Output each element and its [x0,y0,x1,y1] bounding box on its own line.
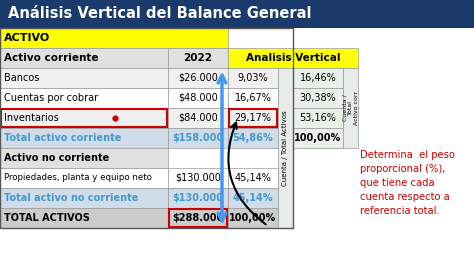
Bar [228,128,278,148]
Bar [0,168,168,188]
Text: 53,16%: 53,16% [300,113,337,123]
Text: 100,00%: 100,00% [229,213,277,223]
Text: 54,86%: 54,86% [233,133,273,143]
Text: $48.000: $48.000 [178,93,218,103]
Bar [228,188,278,208]
Bar [168,128,228,148]
Bar [229,109,277,127]
Bar [168,208,228,228]
Text: 9,03%: 9,03% [237,73,268,83]
Text: $130.000: $130.000 [173,193,224,203]
Bar [228,68,278,88]
Bar [168,108,228,128]
Bar [293,68,343,88]
Bar [228,208,278,228]
Text: $288.000: $288.000 [173,213,224,223]
Text: $130.000: $130.000 [175,173,221,183]
Bar [0,208,168,228]
Bar [0,148,168,168]
Text: Total activo corriente: Total activo corriente [4,133,121,143]
Bar [343,68,358,148]
Text: 29,17%: 29,17% [235,113,272,123]
Bar [169,209,227,227]
Text: 16,67%: 16,67% [235,93,272,103]
Bar [0,0,474,28]
Bar [293,128,343,148]
Bar [0,68,168,88]
Text: $26.000: $26.000 [178,73,218,83]
Bar [0,108,168,128]
Bar [0,88,168,108]
Bar [168,188,228,208]
Text: Analisis Vertical: Analisis Vertical [246,53,340,63]
Bar [228,108,278,128]
Text: Cuentas por cobrar: Cuentas por cobrar [4,93,98,103]
Text: Análisis Vertical del Balance General: Análisis Vertical del Balance General [8,6,311,22]
Text: 16,46%: 16,46% [300,73,337,83]
Bar [0,48,168,68]
Bar [1,109,167,127]
Text: $84.000: $84.000 [178,113,218,123]
Bar [228,48,358,68]
Bar [168,68,228,88]
Text: Inventarios: Inventarios [4,113,59,123]
Bar [168,48,228,68]
Bar [168,168,228,188]
Text: Cuenta / Total Activos: Cuenta / Total Activos [283,110,289,186]
Bar [0,128,168,148]
Text: Activo corriente: Activo corriente [4,53,99,63]
Bar [293,108,343,128]
Text: 2022: 2022 [183,53,212,63]
Text: 45,14%: 45,14% [233,193,273,203]
Text: TOTAL ACTIVOS: TOTAL ACTIVOS [4,213,90,223]
Text: Total activo no corriente: Total activo no corriente [4,193,138,203]
Bar [168,88,228,108]
Bar [0,188,168,208]
Text: 45,14%: 45,14% [235,173,272,183]
Text: Bancos: Bancos [4,73,39,83]
Text: ACTIVO: ACTIVO [4,33,50,43]
Text: Propiedades, planta y equipo neto: Propiedades, planta y equipo neto [4,173,152,182]
Text: Determina  el peso
proporcional (%),
que tiene cada
cuenta respecto a
referencia: Determina el peso proporcional (%), que … [360,150,455,216]
Text: 30,38%: 30,38% [300,93,337,103]
Text: $158.000: $158.000 [173,133,224,143]
Bar [228,168,278,188]
Bar [0,28,293,228]
Text: Activo no corriente: Activo no corriente [4,153,109,163]
Bar [0,28,228,48]
Text: 100,00%: 100,00% [294,133,342,143]
Bar [278,68,293,228]
Bar [228,88,278,108]
Text: Cuenta /
Total
Activo corr: Cuenta / Total Activo corr [342,91,359,125]
Bar [293,88,343,108]
